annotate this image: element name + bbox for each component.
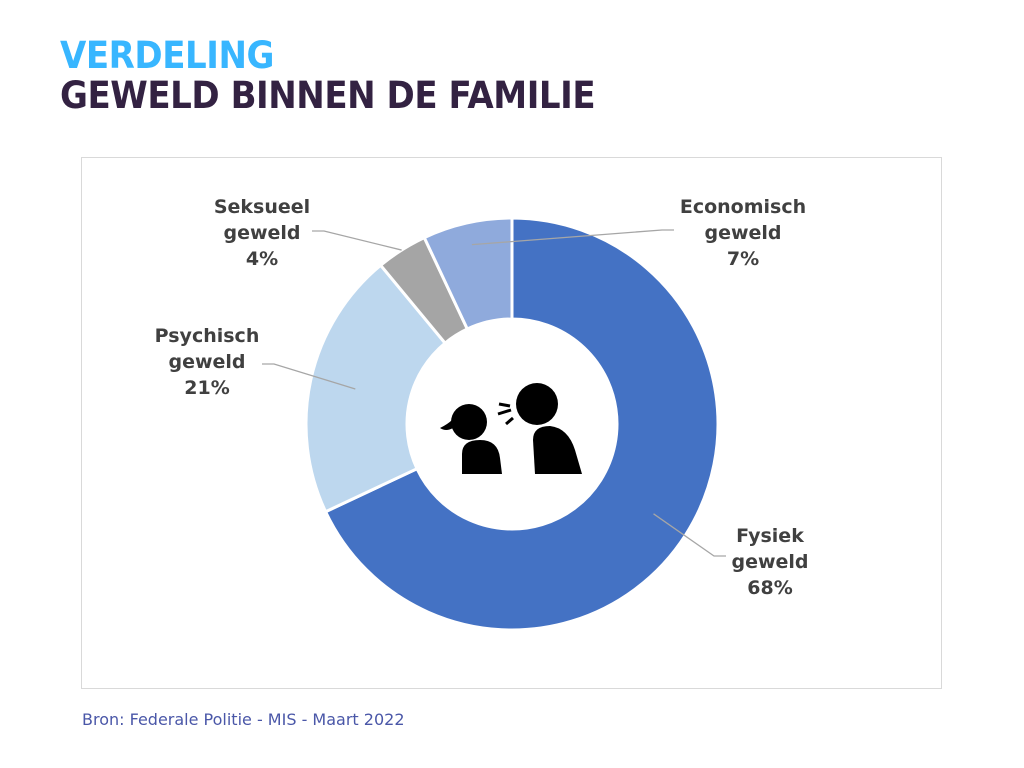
two-people-arguing-icon [440,383,582,474]
leader-line [262,363,356,390]
donut-slice-fysiek-geweld [323,216,720,632]
data-label-fysiek-geweld: Fysiek geweld 68% [731,525,808,599]
source-note: Bron: Federale Politie - MIS - Maart 202… [82,710,405,729]
donut-slice-psychisch-geweld [304,263,448,514]
title-line-2: GEWELD BINNEN DE FAMILIE [60,74,596,117]
data-label-seksueel-geweld: Seksueel geweld 4% [214,196,310,270]
leader-line [471,229,674,246]
data-label-economisch-geweld: Economisch geweld 7% [680,196,806,270]
donut-slice-economisch-geweld [422,216,514,331]
leader-line [312,230,402,251]
title-line-1: VERDELING [60,34,274,77]
chart-frame [81,157,942,689]
leader-line [653,513,726,557]
data-label-psychisch-geweld: Psychisch geweld 21% [155,325,260,399]
